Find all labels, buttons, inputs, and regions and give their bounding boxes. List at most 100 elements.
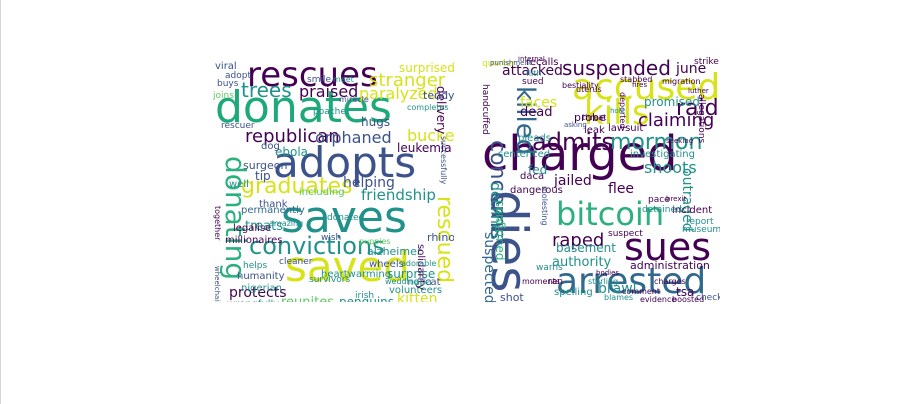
cloud-word-including: including <box>299 187 345 198</box>
cloud-word-declines: declines <box>487 182 503 240</box>
cloud-word-faces: faces <box>520 95 558 111</box>
cloud-word-basement: basement <box>556 241 616 255</box>
cloud-word-penguins: penguins <box>339 295 395 302</box>
cloud-word-arrested: arrested <box>556 261 707 302</box>
cloud-word-nigerian: nigerian <box>241 283 282 294</box>
cloud-word-internal: internal <box>518 56 545 63</box>
cloud-word-fed: fed <box>528 163 548 177</box>
cloud-word-shoots: shoots <box>644 158 697 177</box>
cloud-word-humanity: humanity <box>237 271 285 282</box>
cloud-word-volunteers: volunteers <box>389 285 443 296</box>
cloud-word-surprised: surprised <box>399 61 454 75</box>
cloud-word-dead: dead <box>520 105 553 120</box>
cloud-word-rescuer: rescuer <box>221 121 255 131</box>
cloud-word-wheels: wheels <box>369 259 404 270</box>
cloud-word-concerns: concerns <box>485 140 510 240</box>
cloud-word-migration: migration <box>662 77 701 86</box>
cloud-word-cat: cat <box>425 277 441 288</box>
cloud-word-attacked: attacked <box>502 63 563 79</box>
cloud-word-suspended: suspended <box>562 56 671 80</box>
cloud-word-pleads: pleads <box>518 133 551 144</box>
cloud-word-handcuffed: handcuffed <box>480 84 490 135</box>
cloud-word-buys: buys <box>217 79 239 89</box>
cloud-word-successfully: successfully <box>439 136 448 185</box>
cloud-word-wheelchair: wheelchair <box>213 266 221 302</box>
word-cloud-negative: charged accused dies sues arrested bitcoin kil… <box>480 56 720 302</box>
cloud-word-permanently: permanently <box>241 205 305 216</box>
cloud-word-smile: smile <box>307 75 331 85</box>
cloud-word-hugs: hugs <box>361 115 391 129</box>
cloud-word-bodies: bodies <box>596 269 620 277</box>
cloud-word-graduates: graduates <box>241 174 353 199</box>
cloud-word-wedding: wedding <box>385 277 419 286</box>
cloud-word-teddy: teddy <box>423 89 454 102</box>
cloud-word-wrongfully: wrongfully <box>227 300 279 303</box>
cloud-word-seeking: seeking <box>666 137 694 145</box>
cloud-word-administration: administration <box>630 259 710 272</box>
cloud-word-spelling: spelling <box>554 287 593 298</box>
cloud-word-completes: completes <box>407 103 449 112</box>
cloud-word-sues: sues <box>624 225 712 269</box>
cloud-word-puppies: puppies <box>359 237 391 246</box>
cloud-word-deported: deported <box>618 92 627 129</box>
cloud-word-bestiality: bestiality <box>562 81 599 90</box>
cloud-word-investigating: investigating <box>630 149 695 160</box>
cloud-word-ran: ran <box>548 277 563 287</box>
cloud-word-fires: fires <box>632 81 648 89</box>
cloud-word-sentenced: sentenced <box>498 149 551 160</box>
cloud-word-museum: museum <box>682 225 720 235</box>
cloud-word-leak: leak <box>584 125 605 136</box>
cloud-word-adopt: adopt <box>225 71 251 81</box>
cloud-word-asking: asking <box>564 121 587 129</box>
cloud-word-donating: donating <box>219 156 252 281</box>
cloud-word-recalls: recalls <box>526 57 559 68</box>
cloud-word-miracle: miracle <box>339 95 369 104</box>
cloud-word-threat: threat <box>582 113 607 122</box>
cloud-word-report: report <box>686 217 714 227</box>
cloud-word-daca: daca <box>520 171 545 182</box>
cloud-word-charged: charged <box>482 126 678 182</box>
cloud-word-jailed: jailed <box>554 173 592 189</box>
cloud-word-tip: tip <box>255 169 271 183</box>
cloud-word-donated: donated <box>327 213 365 223</box>
cloud-word-warns: warns <box>536 263 563 273</box>
cloud-word-flee: flee <box>608 181 635 197</box>
cloud-word-well: well <box>229 179 249 190</box>
cloud-word-donates: donates <box>215 82 392 133</box>
cloud-word-brawl: brawl <box>598 281 637 297</box>
cloud-word-cleaner: cleaner <box>279 257 313 267</box>
cloud-word-stranger: stranger <box>369 70 446 91</box>
cloud-word-admits: admits <box>532 128 614 156</box>
cloud-word-filth: filth <box>526 69 542 78</box>
cloud-word-raid: raid <box>676 96 719 121</box>
cloud-word-surprise: surprise <box>387 267 436 281</box>
cloud-word-kills: kills <box>584 93 650 133</box>
cloud-word-helping: helping <box>343 175 395 191</box>
cloud-word-stabbed: stabbed <box>620 75 653 84</box>
cloud-word-allegations: allegations <box>696 94 706 144</box>
cloud-word-wish: wish <box>321 233 342 243</box>
cloud-word-reunites: reunites <box>281 296 334 302</box>
cloud-word-millionaires: millionaires <box>225 235 283 246</box>
cloud-word-friendship: friendship <box>361 186 436 204</box>
cloud-word-praised: praised <box>299 82 359 101</box>
cloud-word-quarter: quarter <box>482 59 516 69</box>
cloud-word-probe: probe <box>574 111 606 124</box>
cloud-word-incident: incident <box>672 205 713 216</box>
cloud-word-helps: helps <box>243 261 268 271</box>
cloud-word-amazing: amazing <box>269 219 304 228</box>
cloud-word-suspected: suspected <box>481 232 497 302</box>
cloud-word-lawsuit: lawsuit <box>608 123 644 134</box>
cloud-word-molesting: molesting <box>540 186 549 226</box>
cloud-word-kitten: kitten <box>397 291 438 302</box>
cloud-word-dangerous: dangerous <box>510 185 563 196</box>
cloud-word-charges: charges <box>654 277 686 286</box>
cloud-word-june: june <box>676 61 707 77</box>
cloud-word-leukemia: leukemia <box>397 141 452 155</box>
cloud-word-confirmed: confirmed <box>493 200 507 261</box>
cloud-word-protects: protects <box>229 285 287 301</box>
cloud-word-solidarity: solidarity <box>415 244 426 291</box>
window-left-border <box>0 0 1 404</box>
cloud-word-together: together <box>213 206 222 241</box>
cloud-word-moments: moments <box>522 277 560 286</box>
